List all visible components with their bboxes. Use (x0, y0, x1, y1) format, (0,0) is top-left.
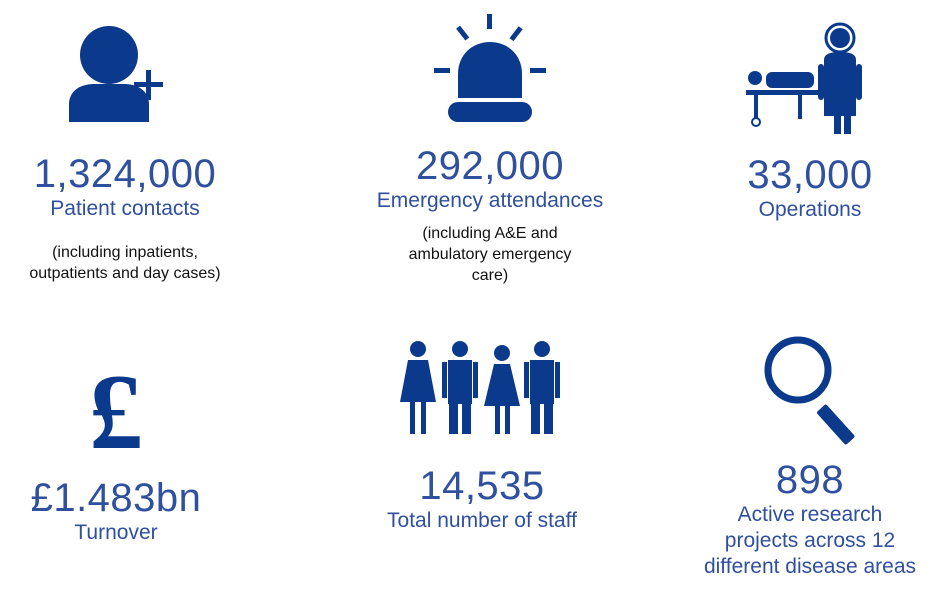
emergency-light-icon (432, 12, 548, 124)
stat-value: 1,324,000 (33, 152, 217, 196)
stat-label: Emergency attendances (376, 189, 604, 212)
stat-staff: 14,535 Total number of staff (342, 464, 622, 533)
stat-label: Turnover (74, 521, 158, 544)
stat-note: (including inpatients, outpatients and d… (29, 244, 221, 282)
stat-patient-contacts: 1,324,000 Patient contacts (including in… (0, 152, 250, 284)
magnifying-glass-icon (760, 330, 860, 446)
add-person-icon (64, 22, 164, 124)
stat-value: 14,535 (419, 464, 545, 508)
stat-value: £1.483bn (30, 476, 202, 520)
stat-label: Operations (758, 198, 862, 221)
stat-value: 292,000 (415, 144, 565, 188)
staff-group-icon (398, 340, 564, 436)
surgeon-operating-table-icon (742, 12, 882, 138)
stat-label: Active research projects across 12 diffe… (703, 503, 917, 578)
svg-text:£: £ (89, 356, 143, 456)
stat-turnover: £1.483bn Turnover (0, 476, 232, 545)
stat-label: Total number of staff (387, 509, 577, 532)
stat-value: 33,000 (747, 153, 873, 197)
stat-operations: 33,000 Operations (680, 153, 940, 222)
stat-label: Patient contacts (50, 197, 200, 220)
stat-note: (including A&E and ambulatory emergency … (408, 225, 572, 284)
stat-emergency-attendances: 292,000 Emergency attendances (including… (350, 144, 630, 286)
stat-value: 898 (775, 458, 845, 502)
pound-sign-icon: £ (76, 356, 156, 456)
stat-research: 898 Active research projects across 12 d… (672, 458, 948, 580)
